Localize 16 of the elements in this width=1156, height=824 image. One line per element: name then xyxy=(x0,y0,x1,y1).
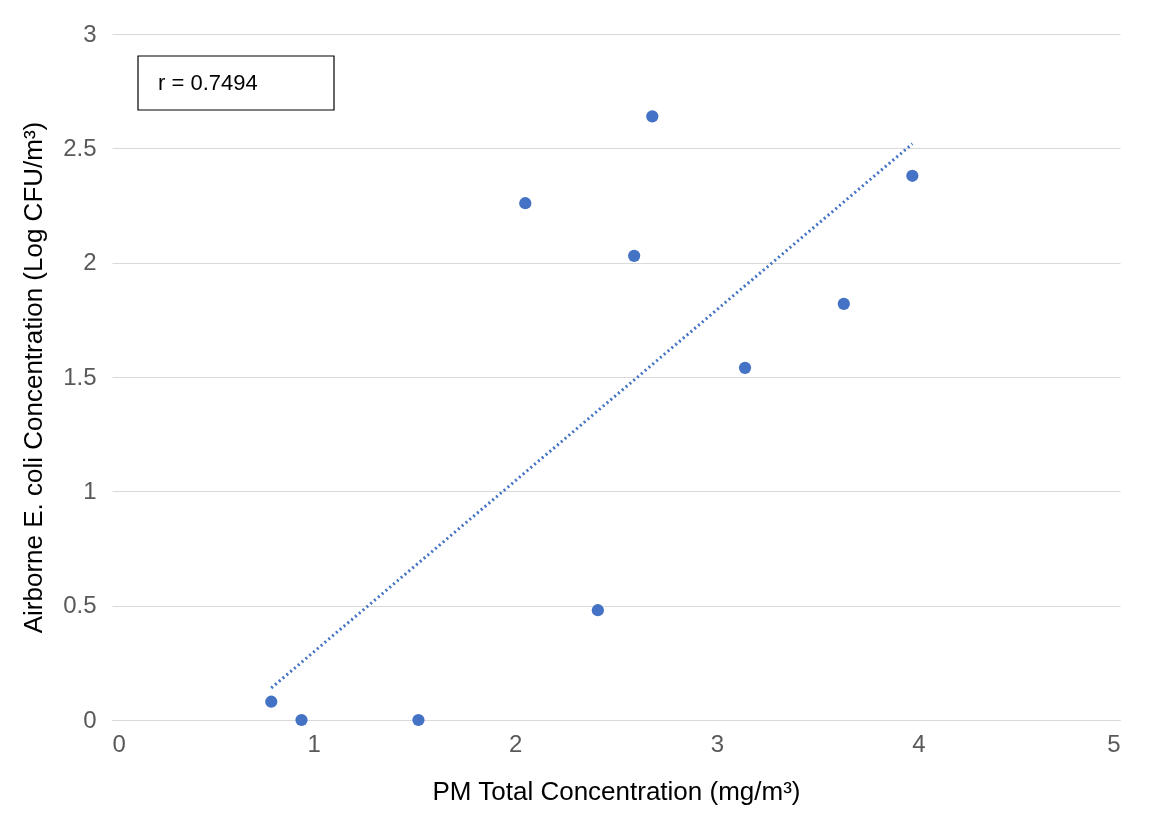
x-tick-label: 2 xyxy=(509,729,523,757)
y-tick-label: 2.5 xyxy=(63,133,97,161)
y-tick-label: 3 xyxy=(83,19,97,47)
x-tick-label: 4 xyxy=(912,729,926,757)
annotation: r = 0.7494 xyxy=(158,70,258,95)
y-tick-label: 0.5 xyxy=(63,591,97,619)
y-tick-label: 1 xyxy=(83,476,97,504)
x-tick-label: 0 xyxy=(112,729,126,757)
y-tick-label: 1.5 xyxy=(63,362,97,390)
y-tick-label: 2 xyxy=(83,248,97,276)
x-tick-label: 1 xyxy=(307,729,321,757)
x-tick-label: 3 xyxy=(710,729,724,757)
x-tick-label: 5 xyxy=(1107,729,1121,757)
y-tick-label: 0 xyxy=(83,705,97,733)
y-axis-title: Airborne E. coli Concentration (Log CFU/m³) xyxy=(18,121,49,634)
x-axis-title: PM Total Concentration (mg/m³) xyxy=(432,775,801,806)
